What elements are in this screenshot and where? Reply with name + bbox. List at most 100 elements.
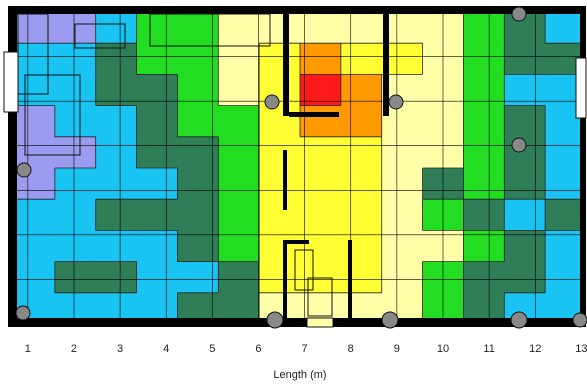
heat-cell (381, 136, 424, 169)
outer-wall-bottom (8, 318, 586, 327)
column-bottom-right-corner (572, 312, 587, 328)
heat-cell (54, 230, 97, 263)
heat-cell (177, 261, 219, 294)
heat-cell (259, 105, 301, 138)
heat-cell (463, 230, 505, 263)
heat-cell (340, 43, 383, 75)
x-tick-label: 12 (529, 343, 541, 355)
heat-cell (504, 168, 546, 200)
window-left (3, 51, 19, 113)
heat-cell (504, 261, 546, 294)
heat-cell (381, 261, 424, 294)
heat-cell (95, 199, 138, 231)
heat-cell (259, 230, 301, 263)
x-axis-label: Length (m) (273, 369, 326, 381)
heat-cell (177, 12, 219, 44)
furniture-left-cabinet (17, 13, 49, 95)
heat-cell (463, 12, 505, 44)
heat-cell (463, 136, 505, 169)
heat-cell (95, 168, 138, 200)
floor-plan-walls (3, 6, 587, 329)
heat-cell (177, 230, 219, 263)
heat-cell (463, 261, 505, 294)
interior-wall-lower (283, 240, 287, 320)
heat-cell (95, 12, 138, 44)
heat-cell (14, 230, 56, 263)
heat-cell (218, 261, 260, 294)
column-inner-left (264, 94, 280, 110)
heatmap-cells (14, 12, 586, 324)
heat-cell (340, 12, 383, 44)
column-bottom-mid (266, 311, 284, 329)
heat-cell (136, 168, 179, 200)
heat-cell (545, 230, 586, 263)
furniture-top-table (74, 23, 126, 49)
interior-wall-horizontal (289, 112, 339, 117)
heat-cell (136, 43, 179, 75)
heat-cell (54, 12, 97, 44)
heat-cell (259, 136, 301, 169)
heat-cell (300, 136, 342, 169)
heat-cell (545, 261, 586, 294)
heat-cell (136, 12, 179, 44)
column-inner-right (388, 94, 404, 110)
heat-cell (545, 136, 586, 169)
heat-cell (95, 136, 138, 169)
heat-cell (14, 43, 56, 75)
heat-cell (381, 199, 424, 231)
heat-cell (463, 43, 505, 75)
x-tick-label: 13 (575, 343, 587, 355)
heat-cell (54, 168, 97, 200)
heat-cell (300, 12, 342, 44)
heat-cell (218, 168, 260, 200)
heat-cell (259, 199, 301, 231)
heat-cell (136, 199, 179, 231)
heat-cell (95, 261, 138, 294)
column-bottom-left (15, 305, 31, 321)
heat-cell (177, 168, 219, 200)
heat-cell (177, 199, 219, 231)
outer-wall-left (8, 6, 17, 326)
heat-cell (340, 136, 383, 169)
heat-cell (545, 199, 586, 231)
heat-cell (259, 261, 301, 294)
heat-cell (504, 105, 546, 138)
heat-cell (54, 199, 97, 231)
heat-cell (218, 136, 260, 169)
x-axis-ticks: 1 2 3 4 5 6 7 8 9 10 11 12 13 (25, 343, 587, 355)
heat-cell (177, 43, 219, 75)
x-tick-label: 10 (437, 343, 449, 355)
furniture-stairs (294, 249, 314, 291)
interior-wall-vertical-right (383, 14, 389, 116)
heat-cell (95, 230, 138, 263)
heat-cell (218, 105, 260, 138)
heat-cell (177, 105, 219, 138)
heat-cell (218, 43, 260, 75)
heat-cell (545, 168, 586, 200)
heat-cell (381, 230, 424, 263)
heat-cell (504, 199, 546, 231)
heat-cell (504, 43, 546, 75)
column-bottom-right (510, 311, 528, 329)
heat-cell (300, 230, 342, 263)
heat-cell (463, 105, 505, 138)
heat-cell (340, 261, 383, 294)
interior-wall-lower-horizontal (283, 240, 309, 244)
heat-cell (218, 230, 260, 263)
heat-cell (54, 105, 97, 138)
interior-wall-lower-right (348, 240, 352, 320)
x-tick-label: 6 (255, 343, 261, 355)
heat-cell (463, 199, 505, 231)
column-top-right (511, 6, 527, 22)
heat-cell (259, 168, 301, 200)
heat-cell (300, 199, 342, 231)
outer-wall-right (580, 6, 586, 326)
x-tick-label: 2 (71, 343, 77, 355)
heat-cell (545, 12, 586, 44)
outer-wall-top (8, 6, 586, 14)
x-tick-label: 5 (209, 343, 215, 355)
window-right (575, 57, 587, 119)
x-tick-label: 9 (394, 343, 400, 355)
interior-wall-vertical-left (283, 14, 289, 116)
